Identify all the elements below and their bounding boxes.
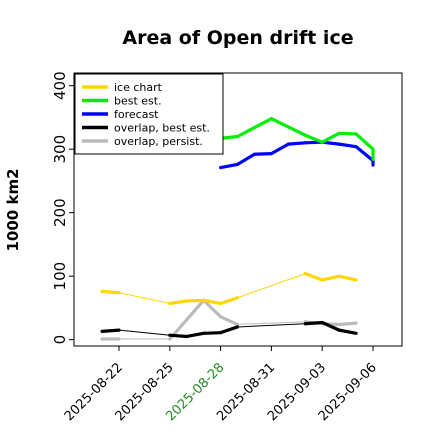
series-connector [237, 323, 306, 328]
series-line [185, 331, 206, 339]
series-connector [237, 321, 306, 325]
y-tick-label: 200 [51, 198, 69, 227]
series-line [168, 333, 189, 339]
series-connector [237, 273, 306, 299]
y-tick-label: 0 [51, 335, 69, 345]
series-line [269, 142, 290, 156]
y-axis-label: 1000 km2 [4, 168, 22, 251]
series-line [168, 299, 189, 306]
legend-label: ice chart [114, 81, 163, 94]
series-line [303, 320, 324, 326]
series-line [202, 331, 223, 335]
series-line [337, 328, 358, 335]
series-line [100, 328, 121, 333]
series-line [202, 298, 223, 319]
series-line [354, 132, 375, 151]
series-line [320, 320, 341, 332]
series-line [303, 133, 324, 144]
series-line [219, 325, 240, 335]
series-line [354, 145, 375, 163]
series-lines [100, 117, 375, 341]
series-connector [118, 292, 170, 304]
series-line [337, 274, 358, 282]
series-line [219, 296, 240, 306]
legend-label: overlap, persist. [114, 135, 203, 148]
series-line [303, 272, 324, 282]
plot-frame [73, 72, 403, 347]
series-line [337, 131, 358, 136]
legend-label: overlap, best est. [114, 122, 210, 135]
series-line [337, 321, 358, 327]
series-line [100, 289, 121, 295]
series-line [320, 274, 341, 282]
series-line [235, 117, 273, 139]
series-line [185, 298, 206, 303]
legend-label: forecast [114, 108, 159, 121]
series-line [219, 315, 240, 327]
chart-title: Area of Open drift ice [122, 27, 353, 49]
series-line [337, 142, 358, 149]
series-line [219, 162, 240, 170]
series-line [202, 298, 223, 306]
series-line [286, 141, 307, 146]
y-tick-label: 300 [51, 135, 69, 164]
series-line [320, 131, 341, 144]
y-tick-label: 400 [51, 71, 69, 100]
series-line [269, 117, 307, 137]
series-line [235, 152, 257, 167]
series-line [168, 298, 206, 341]
legend-label: best est. [114, 95, 162, 108]
y-tick-label: 100 [51, 262, 69, 291]
series-connector [118, 329, 170, 336]
series-line [252, 152, 273, 156]
